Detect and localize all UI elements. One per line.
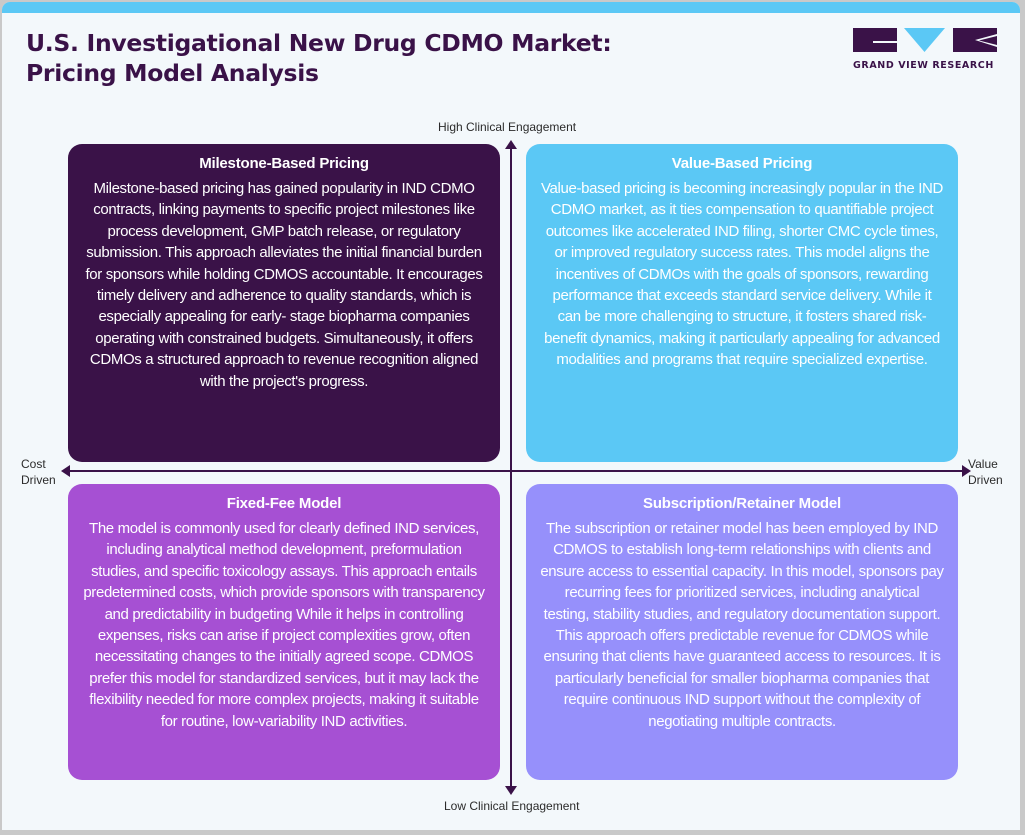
quadrant-title: Subscription/Retainer Model (643, 495, 841, 512)
axis-label-right-line2: Driven (968, 473, 1003, 487)
arrow-right-icon (962, 465, 971, 477)
brand-name: GRAND VIEW RESEARCH (853, 60, 994, 71)
quadrant-subscription-retainer-model: Subscription/Retainer Model The subscrip… (526, 484, 958, 780)
axis-label-right: Value Driven (968, 456, 1003, 488)
arrow-left-icon (61, 465, 70, 477)
quadrant-body: The model is commonly used for clearly d… (83, 520, 485, 730)
axis-label-right-line1: Value (968, 457, 998, 471)
axis-label-left-line2: Driven (21, 473, 56, 487)
vertical-axis-line (510, 144, 512, 788)
quadrant-title: Value-Based Pricing (671, 155, 813, 172)
brand-logo: GRAND VIEW RESEARCH (853, 28, 997, 71)
quadrant-body: Value-based pricing is becoming increasi… (540, 180, 944, 369)
axis-label-left: Cost Driven (21, 456, 56, 488)
quadrant-fixed-fee-model: Fixed-Fee Model The model is commonly us… (68, 484, 500, 780)
axis-label-bottom: Low Clinical Engagement (444, 799, 580, 813)
arrow-up-icon (505, 140, 517, 149)
quadrant-value-based-pricing: Value-Based Pricing Value-based pricing … (526, 144, 958, 462)
gvr-logo-icon (853, 28, 997, 52)
quadrant-body: The subscription or retainer model has b… (540, 520, 944, 730)
title-line-2: Pricing Model Analysis (26, 59, 319, 87)
quadrant-title: Milestone-Based Pricing (199, 155, 369, 172)
quadrant-title: Fixed-Fee Model (226, 495, 342, 512)
top-accent-bar (2, 2, 1020, 13)
axis-label-top: High Clinical Engagement (438, 120, 577, 134)
axis-label-left-line1: Cost (21, 457, 46, 471)
quadrant-milestone-based-pricing: Milestone-Based Pricing Milestone-based … (68, 144, 500, 462)
page-title: U.S. Investigational New Drug CDMO Marke… (26, 28, 612, 88)
horizontal-axis-line (68, 470, 966, 472)
title-line-1: U.S. Investigational New Drug CDMO Marke… (26, 29, 612, 57)
arrow-down-icon (505, 786, 517, 795)
quadrant-body: Milestone-based pricing has gained popul… (85, 180, 483, 390)
